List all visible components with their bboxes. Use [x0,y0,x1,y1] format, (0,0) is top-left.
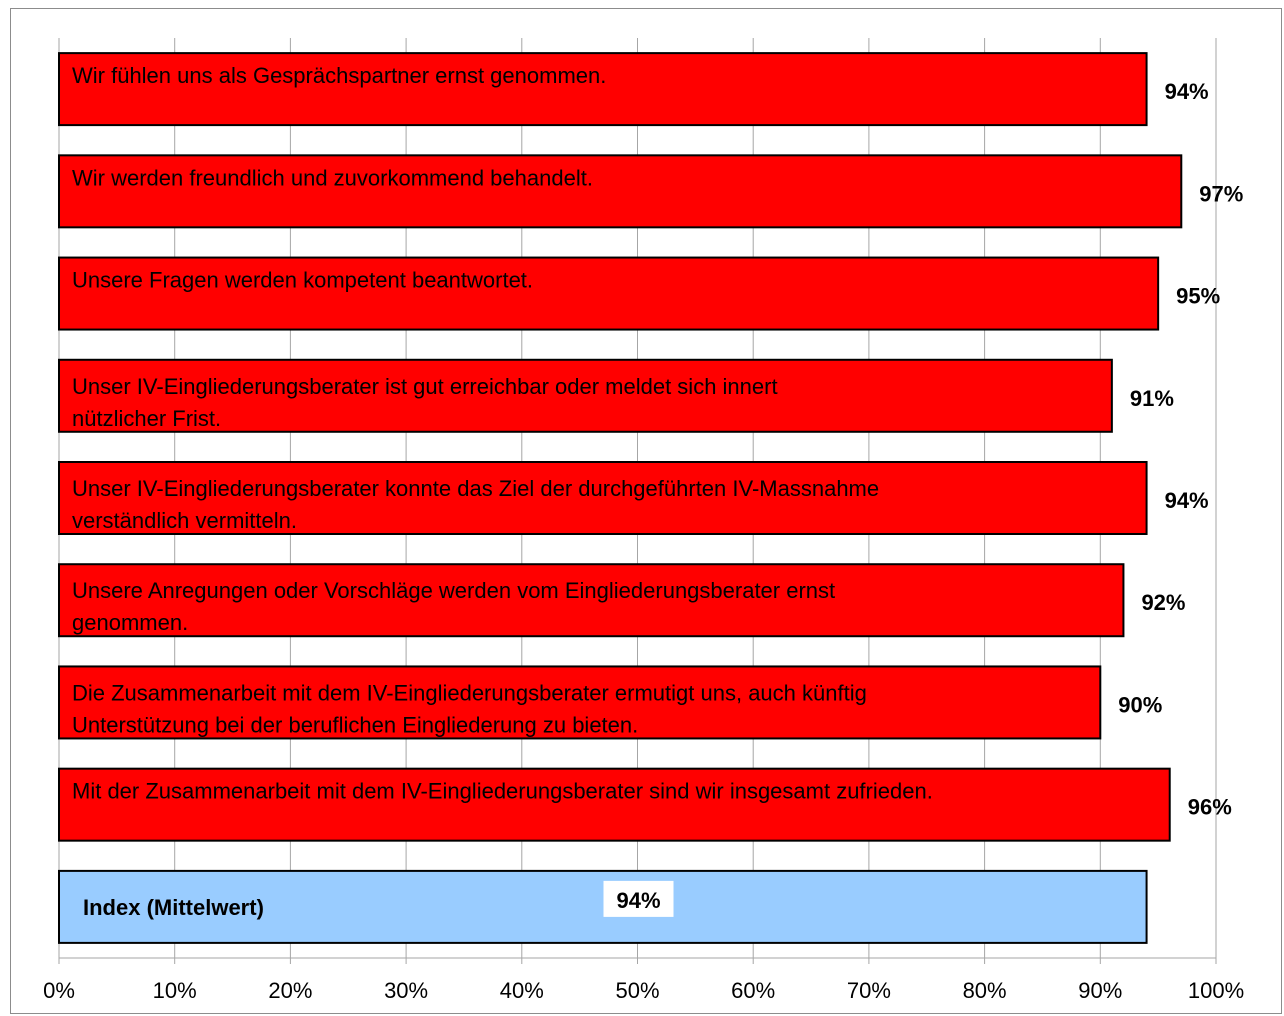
value-labels: 94% 97% 95% 91% 94% 92% 90% 96% 94% [603,79,1243,917]
x-tick-label: 60% [731,978,775,1003]
category-label: Unsere Anregungen oder Vorschläge werden… [72,578,835,603]
category-label: Die Zusammenarbeit mit dem IV-Einglieder… [72,680,867,705]
bar [58,154,1183,229]
category-label: Unser IV-Eingliederungsberater ist gut e… [72,374,778,399]
x-tick-label: 20% [268,978,312,1003]
value-label: 97% [1199,181,1243,206]
x-tick-label: 0% [43,978,75,1003]
bar [58,358,1113,433]
value-label: 91% [1130,386,1174,411]
category-label: Mit der Zusammenarbeit mit dem IV-Eingli… [72,779,933,804]
category-label: Unsere Fragen werden kompetent beantwort… [72,268,533,293]
x-tick-label: 10% [153,978,197,1003]
category-label: nützlicher Frist. [72,406,221,431]
bar [58,665,1102,740]
x-tick-label: 90% [1078,978,1122,1003]
x-axis-ticks: 0% 10% 20% 30% 40% 50% 60% 70% 80% 90% 100% [43,978,1244,1003]
x-tick-label: 70% [847,978,891,1003]
x-tick-label: 80% [963,978,1007,1003]
x-tick-label: 100% [1188,978,1244,1003]
x-tick-label: 50% [615,978,659,1003]
index-label: Index (Mittelwert) [83,895,264,920]
chart-frame [10,8,1282,1014]
bar [58,461,1148,535]
bar [58,563,1125,638]
index-bar [58,869,1148,944]
bar [58,767,1171,842]
category-label: Wir werden freundlich und zuvorkommend b… [72,165,593,190]
category-label: Unser IV-Eingliederungsberater konnte da… [72,476,879,501]
category-labels: Wir fühlen uns als Gesprächspartner erns… [72,63,933,920]
index-value-label: 94% [616,888,660,913]
value-label: 94% [1165,79,1209,104]
bar [58,52,1148,127]
index-value-box [603,880,674,917]
category-label: genommen. [72,610,188,635]
value-label: 92% [1141,590,1185,615]
category-label: Unterstützung bei der beruflichen Eingli… [72,712,638,737]
value-label: 94% [1165,488,1209,513]
x-tick-label: 30% [384,978,428,1003]
x-tick-label: 40% [500,978,544,1003]
category-label: Wir fühlen uns als Gesprächspartner erns… [72,63,606,88]
bar [58,256,1160,331]
category-label: verständlich vermitteln. [72,508,297,533]
value-label: 95% [1176,284,1220,309]
value-label: 96% [1188,795,1232,820]
bars [58,52,1183,944]
value-label: 90% [1118,692,1162,717]
